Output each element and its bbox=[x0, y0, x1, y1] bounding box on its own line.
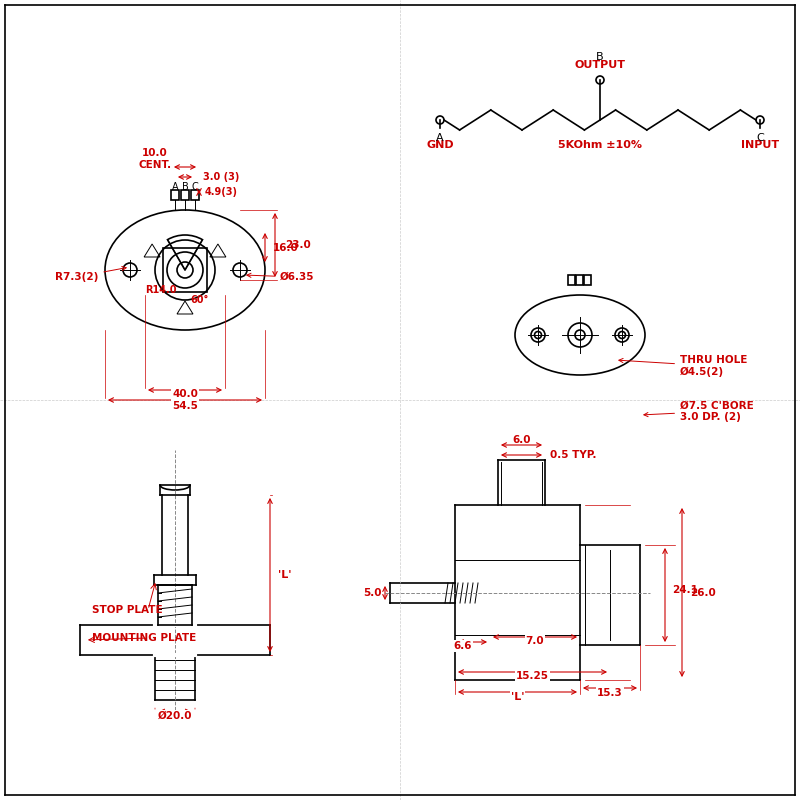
Bar bbox=[181, 190, 189, 200]
Text: 3.0 (3): 3.0 (3) bbox=[203, 172, 239, 182]
Bar bbox=[568, 275, 575, 285]
Text: 'L': 'L' bbox=[510, 692, 524, 702]
Text: C: C bbox=[192, 182, 198, 192]
Text: 54.5: 54.5 bbox=[172, 401, 198, 411]
Text: THRU HOLE
Ø4.5(2): THRU HOLE Ø4.5(2) bbox=[619, 355, 747, 377]
Text: 60°: 60° bbox=[190, 295, 208, 305]
Text: 40.0: 40.0 bbox=[172, 389, 198, 399]
Bar bbox=[584, 275, 591, 285]
Text: A: A bbox=[172, 182, 178, 192]
Bar bbox=[576, 275, 583, 285]
Text: C: C bbox=[756, 133, 764, 143]
Text: 6.6: 6.6 bbox=[454, 641, 472, 651]
Text: B: B bbox=[182, 182, 188, 192]
Text: Ø7.5 C'BORE
3.0 DP. (2): Ø7.5 C'BORE 3.0 DP. (2) bbox=[644, 400, 754, 422]
Text: OUTPUT: OUTPUT bbox=[574, 60, 626, 70]
Text: MOUNTING PLATE: MOUNTING PLATE bbox=[92, 633, 196, 643]
Text: R7.3(2): R7.3(2) bbox=[55, 266, 126, 282]
Bar bbox=[191, 190, 199, 200]
Text: 24.1: 24.1 bbox=[672, 585, 698, 595]
Text: 16.0: 16.0 bbox=[273, 243, 298, 253]
Text: R14.0: R14.0 bbox=[146, 285, 177, 295]
Text: 6.0: 6.0 bbox=[512, 435, 530, 445]
Text: B: B bbox=[596, 52, 604, 62]
Text: 4.9(3): 4.9(3) bbox=[205, 187, 238, 197]
Text: 5.0: 5.0 bbox=[362, 588, 382, 598]
Bar bbox=[171, 190, 179, 200]
Text: Ø20.0: Ø20.0 bbox=[158, 711, 192, 721]
Text: 10.0
CENT.: 10.0 CENT. bbox=[138, 148, 171, 170]
Text: INPUT: INPUT bbox=[741, 140, 779, 150]
Text: 'L': 'L' bbox=[278, 570, 291, 580]
Bar bbox=[163, 248, 207, 292]
Text: 0.5 TYP.: 0.5 TYP. bbox=[550, 450, 597, 460]
Text: 5KOhm ±10%: 5KOhm ±10% bbox=[558, 140, 642, 150]
Text: GND: GND bbox=[426, 140, 454, 150]
Text: 26.0: 26.0 bbox=[690, 587, 716, 598]
Text: 23.0: 23.0 bbox=[285, 240, 310, 250]
Text: A: A bbox=[436, 133, 444, 143]
Text: 7.0: 7.0 bbox=[526, 636, 544, 646]
Text: 15.25: 15.25 bbox=[516, 671, 549, 681]
Text: Ø6.35: Ø6.35 bbox=[247, 272, 314, 282]
Text: 15.3: 15.3 bbox=[597, 688, 623, 698]
Text: STOP PLATE: STOP PLATE bbox=[92, 605, 162, 615]
